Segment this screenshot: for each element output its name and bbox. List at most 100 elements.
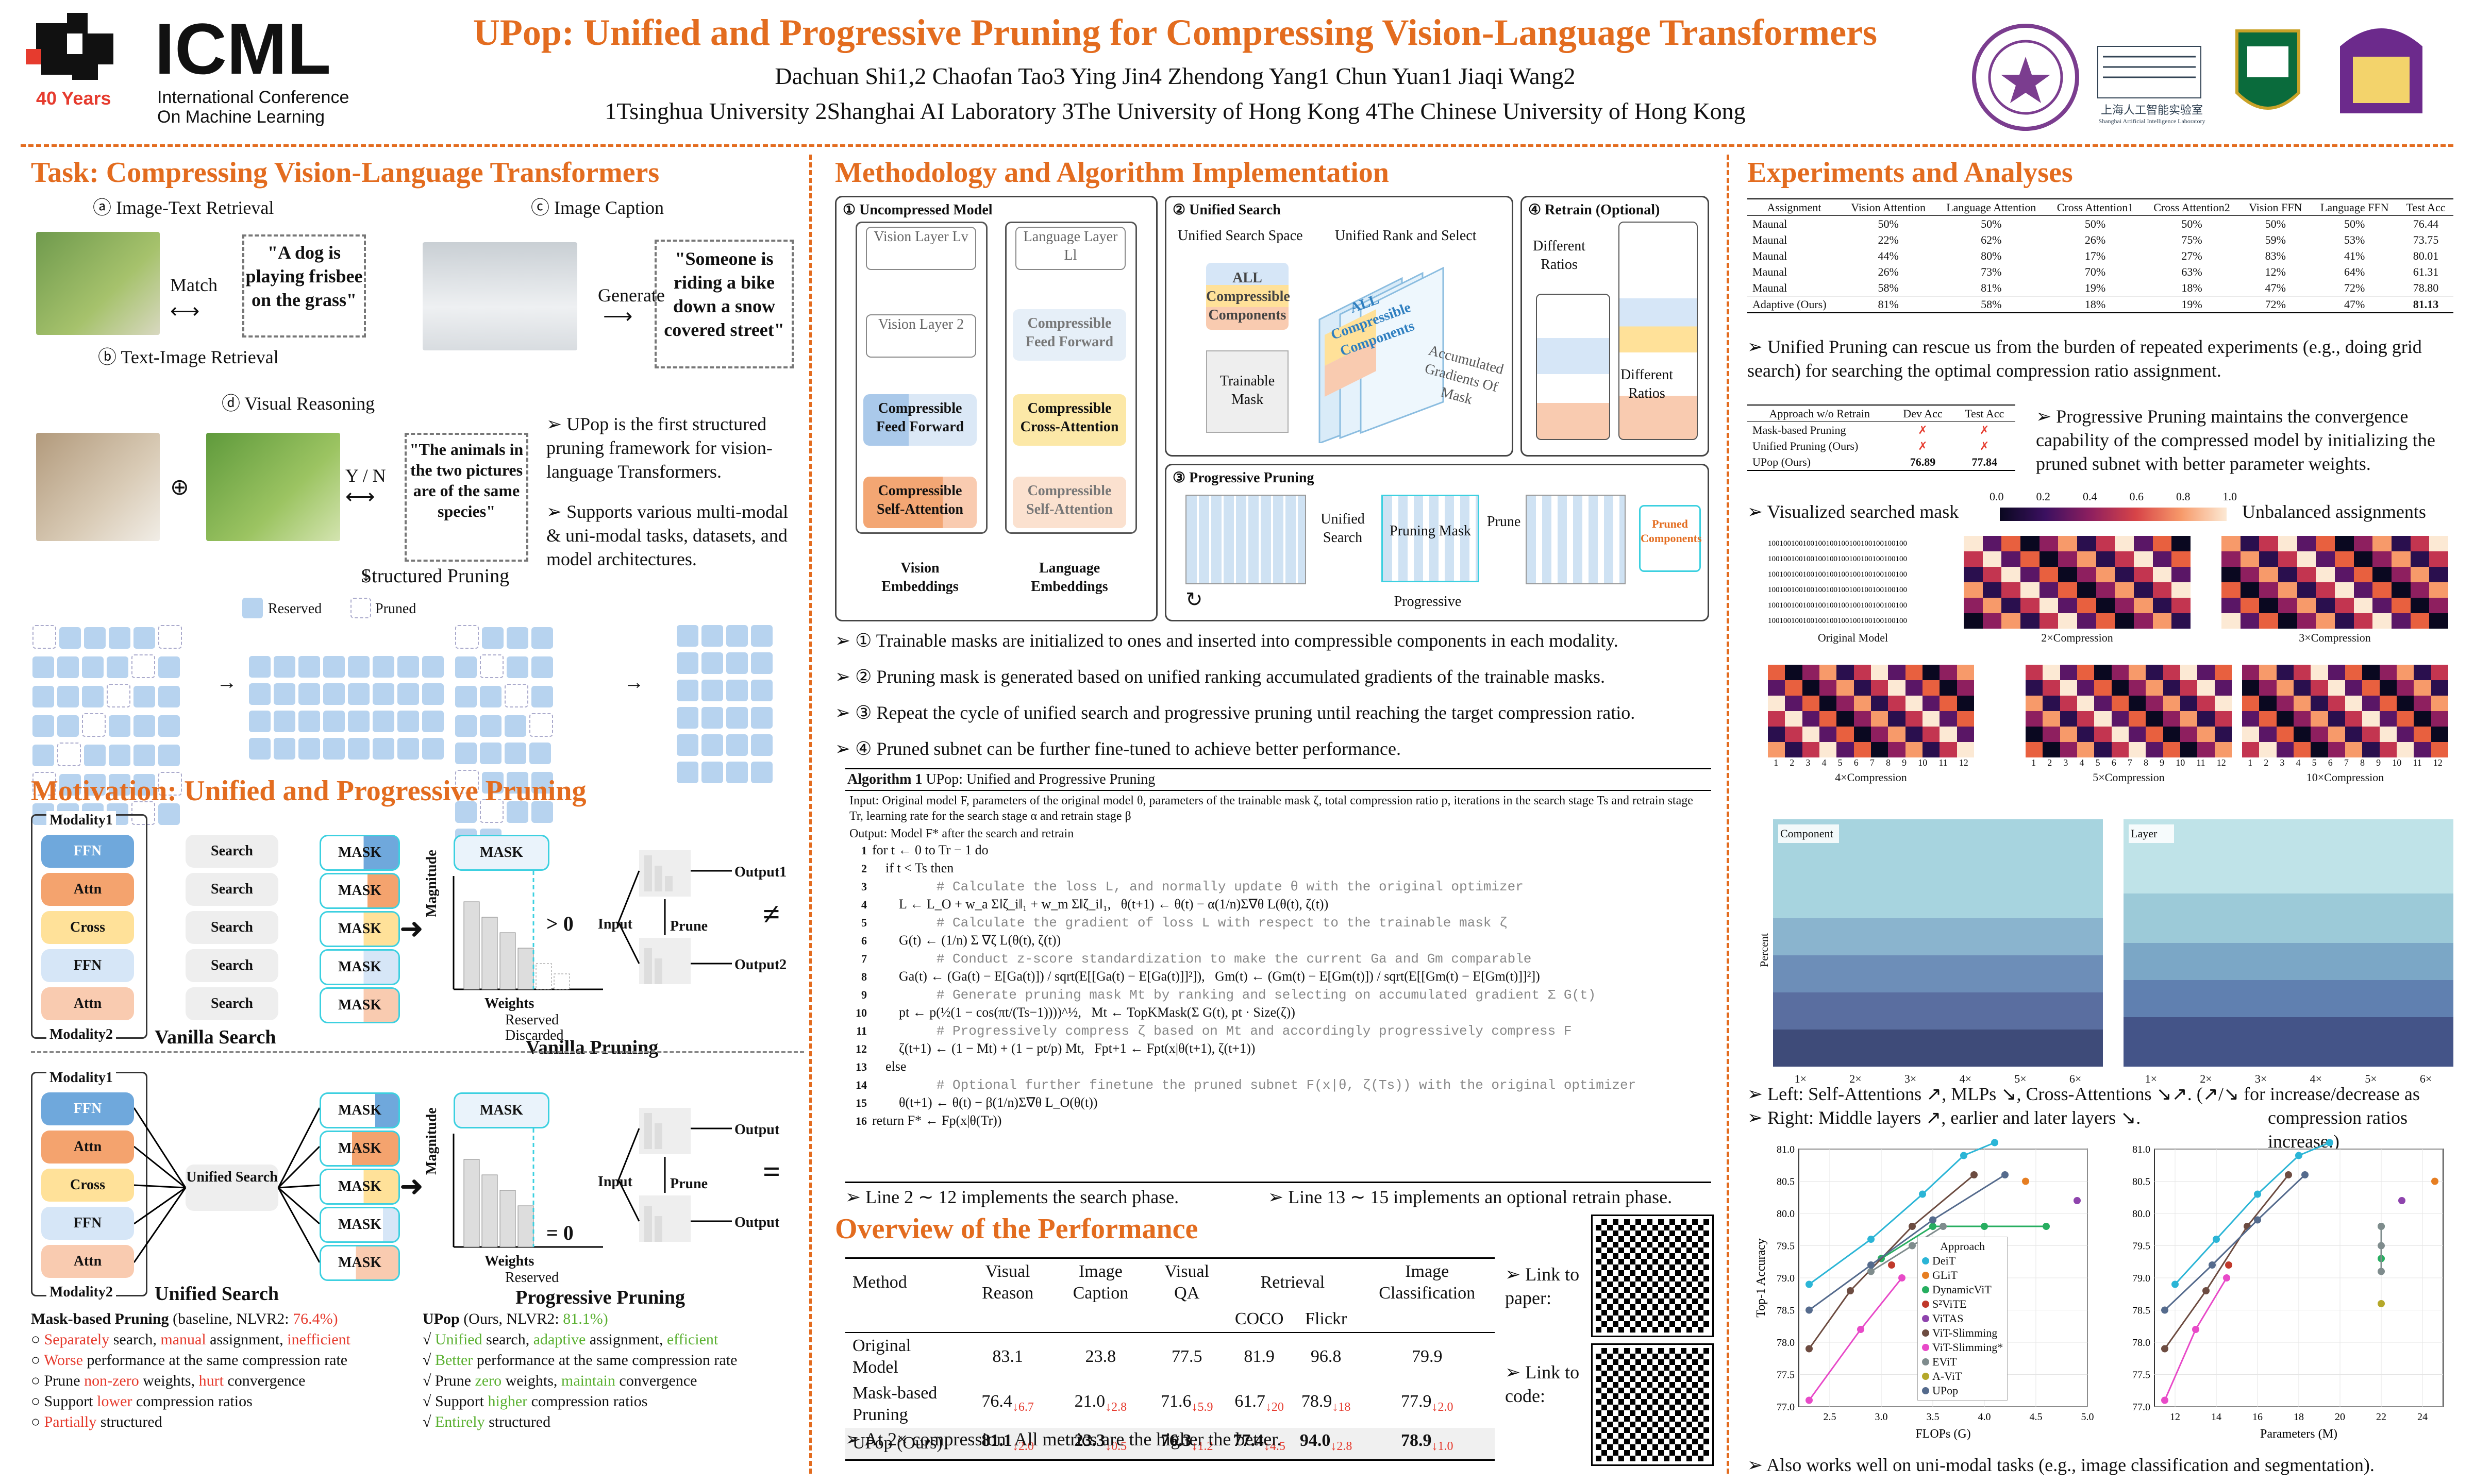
link-paper-label[interactable]: ➢ Link to paper: xyxy=(1505,1264,1580,1308)
discarded-label-1: Discarded xyxy=(505,1027,564,1043)
mask-block-u4: MASK xyxy=(320,1207,400,1243)
item-segment: weights, xyxy=(502,1372,561,1389)
task-title: Task: Compressing Vision-Language Transf… xyxy=(31,157,660,189)
heat-cell xyxy=(2152,536,2172,551)
perf-method: Original Model xyxy=(852,1336,911,1377)
heat-cell xyxy=(2115,536,2134,551)
grid-cell xyxy=(158,625,182,649)
heat-axis-tick: 5 xyxy=(2095,757,2100,768)
perf-number: 23.3 xyxy=(1074,1431,1106,1450)
cross-block-1: Cross xyxy=(41,911,134,944)
heat-cell xyxy=(2429,551,2449,567)
panel2-label: ② Unified Search xyxy=(1173,202,1281,218)
heat-row xyxy=(1768,742,1974,757)
heat-cell xyxy=(2335,613,2354,629)
bullet-mark: √ xyxy=(423,1352,435,1369)
data-point-DeiT xyxy=(2295,1152,2302,1159)
layer-bar-chart: Layer 1× 2× 3× 4× 5× 6× xyxy=(2113,819,2453,1087)
assign-cell: 58% xyxy=(1878,281,1899,294)
algo-comment: # Progressively compress ζ based on Mt a… xyxy=(872,1023,1572,1039)
reserved-label-2: Reserved xyxy=(505,1270,559,1286)
icml-badge-icon xyxy=(26,13,113,80)
grid-cell xyxy=(726,762,748,783)
grid-cell xyxy=(677,680,698,701)
perf-delta: ↓6.7 xyxy=(1012,1400,1034,1414)
heat-cell xyxy=(2240,551,2260,567)
yn-label: Y / N xyxy=(345,465,386,486)
assign-cell: 72% xyxy=(2265,298,2286,311)
heat-cell xyxy=(2311,665,2328,680)
grid-cell xyxy=(158,686,180,707)
heat-cell xyxy=(2353,613,2373,629)
legend-swatch xyxy=(1922,1257,1929,1264)
heat-cell xyxy=(1957,711,1974,727)
heat-cell xyxy=(2094,727,2112,742)
algo-line: 4 L ← L_O + w_a Σ‖ζ_i‖₁ + w_m Σ‖ζ_i‖₁, θ… xyxy=(847,896,1711,914)
heat-row xyxy=(2221,567,2449,582)
heat-cell xyxy=(1836,665,1854,680)
perf-value: 61.7↓20 xyxy=(1226,1380,1293,1428)
perf-header-row: Method Visual Reason Image Caption Visual Q… xyxy=(845,1258,1495,1307)
heatmap-panel: 2×Compression xyxy=(1964,536,2191,645)
data-point-ViT-Slimming* xyxy=(1898,1274,1905,1281)
paper-qr-code[interactable] xyxy=(1591,1215,1714,1337)
heat-cell xyxy=(1768,696,1785,711)
heat-cell xyxy=(2316,551,2335,567)
y-tick-label: 79.5 xyxy=(2132,1241,2150,1252)
grid-cell xyxy=(531,686,553,707)
link-code-label[interactable]: ➢ Link to code: xyxy=(1505,1362,1580,1406)
legend-swatch xyxy=(1922,1358,1929,1365)
heat-cell xyxy=(2335,567,2354,582)
perf-method: Mask-based Pruning xyxy=(852,1384,938,1424)
perf-number: 94.0 xyxy=(1299,1431,1331,1450)
grid-cell xyxy=(701,762,723,783)
assign-cell: 64% xyxy=(2344,265,2365,278)
grid-cell xyxy=(158,803,180,825)
heatmap-label: 4×Compression xyxy=(1835,771,1907,784)
method-bullet: ➢ ④ Pruned subnet can be further fine-tu… xyxy=(835,738,1401,759)
heat-cell xyxy=(2278,551,2297,567)
series-line-UPop xyxy=(2164,1174,2306,1311)
heat-cell xyxy=(2077,567,2096,582)
heat-cell xyxy=(2362,711,2380,727)
perf-number: 61.7 xyxy=(1234,1391,1265,1411)
heat-cell xyxy=(2020,613,2040,629)
algo-line: 9 # Generate pruning mask Mt by ranking … xyxy=(847,986,1711,1004)
bullet-mark: ○ xyxy=(31,1352,44,1369)
heat-cell xyxy=(2077,742,2095,757)
grid-cell xyxy=(482,627,504,649)
grid-cell xyxy=(249,656,271,678)
grid-cell xyxy=(455,686,477,707)
grid-cell xyxy=(59,627,81,649)
heat-cell xyxy=(2242,680,2260,696)
structured-pruning-label: Structured Pruning xyxy=(361,565,510,587)
algo-output: Output: Model F* after the search and re… xyxy=(849,827,1074,840)
heat-cell xyxy=(2163,665,2180,680)
legend-entry: ViT-Slimming* xyxy=(1922,1340,2003,1355)
y-tick-label: 79.0 xyxy=(2132,1273,2150,1284)
code-qr-code[interactable] xyxy=(1591,1343,1714,1466)
heat-cell xyxy=(2276,665,2294,680)
mask-block-4: MASK xyxy=(320,949,400,985)
ffn-block-u1: FFN xyxy=(41,1092,134,1125)
heat-cell xyxy=(2372,582,2392,598)
method-bullet: ➢ ① Trainable masks are initialized to o… xyxy=(835,630,1618,651)
pruning-mask-block: Pruning Mask xyxy=(1381,495,1479,582)
grid-arrow-icon: → xyxy=(624,670,644,694)
x-tick-label: 2.5 xyxy=(1824,1411,1836,1423)
heat-cell xyxy=(1982,613,2002,629)
data-point-UPop xyxy=(2254,1216,2261,1224)
legend-swatch xyxy=(1922,1387,1929,1394)
bar-x-tick: 5× xyxy=(2014,1072,2027,1085)
heat-cell xyxy=(2077,582,2096,598)
search-block-1: Search xyxy=(186,835,278,868)
grid-cell xyxy=(32,715,54,737)
pruned-components-block: Pruned Components xyxy=(1639,505,1702,572)
heat-cell xyxy=(2077,711,2095,727)
data-point-ViT-Slimming* xyxy=(2192,1326,2199,1333)
mask-block-3: MASK xyxy=(320,911,400,947)
data-point-ViTAS xyxy=(2074,1197,2081,1204)
heat-cell xyxy=(2392,598,2411,613)
performance-note: ➢ At 2× compression. All metrics are the… xyxy=(845,1429,1282,1449)
perf-value: 79.9 xyxy=(1359,1333,1495,1380)
